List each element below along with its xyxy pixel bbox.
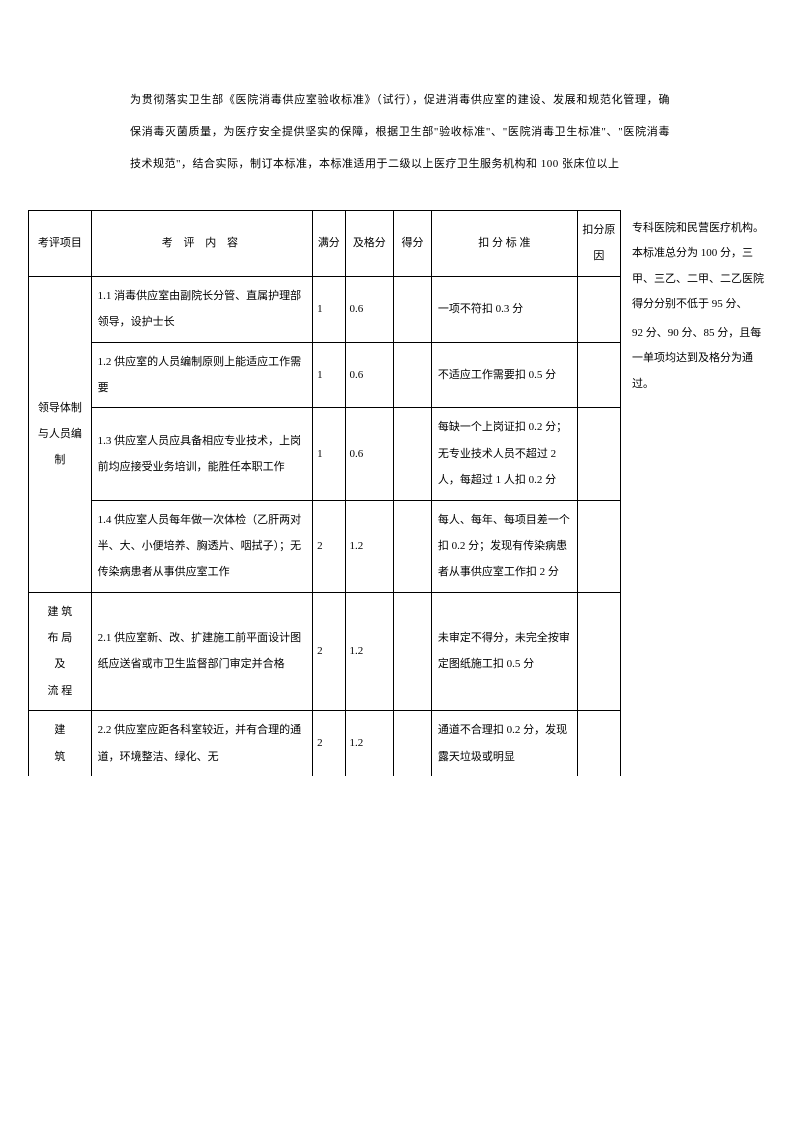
header-full-score: 满分 (313, 211, 345, 277)
cell-score (394, 342, 432, 408)
cell-pass: 0.6 (345, 276, 394, 342)
cell-content: 1.3 供应室人员应具备相应专业技术，上岗前均应接受业务培训，能胜任本职工作 (91, 408, 312, 500)
cell-pass: 0.6 (345, 342, 394, 408)
cell-reason (577, 711, 620, 776)
cell-deduct: 未审定不得分，未完全按审定图纸施工扣 0.5 分 (431, 592, 577, 711)
cell-full: 2 (313, 711, 345, 776)
cell-score (394, 500, 432, 592)
cell-reason (577, 408, 620, 500)
table-header-row: 考评项目 考 评 内 容 满分 及格分 得分 扣 分 标 准 扣分原因 (29, 211, 621, 277)
side-note: 专科医院和民营医疗机构。本标准总分为 100 分，三甲、三乙、二甲、二乙医院得分… (632, 216, 772, 401)
cell-deduct: 一项不符扣 0.3 分 (431, 276, 577, 342)
evaluation-table: 考评项目 考 评 内 容 满分 及格分 得分 扣 分 标 准 扣分原因 领导体制… (28, 210, 621, 776)
table-row: 领导体制与人员编制 1.1 消毒供应室由副院长分管、直属护理部领导，设护士长 1… (29, 276, 621, 342)
header-content: 考 评 内 容 (91, 211, 312, 277)
side-note-p1: 专科医院和民营医疗机构。本标准总分为 100 分，三甲、三乙、二甲、二乙医院得分… (632, 216, 772, 317)
intro-paragraph: 为贯彻落实卫生部《医院消毒供应室验收标准》（试行），促进消毒供应室的建设、发展和… (130, 85, 670, 181)
table-row: 建 筑 布 局 及 流 程 2.1 供应室新、改、扩建施工前平面设计图纸应送省或… (29, 592, 621, 711)
header-category: 考评项目 (29, 211, 92, 277)
cell-reason (577, 500, 620, 592)
cell-full: 1 (313, 342, 345, 408)
table-row: 1.4 供应室人员每年做一次体检（乙肝两对半、大、小便培养、胸透片、咽拭子）；无… (29, 500, 621, 592)
table-row: 建 筑 2.2 供应室应距各科室较近，并有合理的通道，环境整洁、绿化、无 2 1… (29, 711, 621, 776)
table-row: 1.3 供应室人员应具备相应专业技术，上岗前均应接受业务培训，能胜任本职工作 1… (29, 408, 621, 500)
header-deduction-criteria: 扣 分 标 准 (431, 211, 577, 277)
cell-reason (577, 342, 620, 408)
header-deduction-reason: 扣分原因 (577, 211, 620, 277)
category-architecture: 建 筑 布 局 及 流 程 (29, 592, 92, 711)
cell-content: 1.1 消毒供应室由副院长分管、直属护理部领导，设护士长 (91, 276, 312, 342)
cell-pass: 0.6 (345, 408, 394, 500)
cell-full: 2 (313, 500, 345, 592)
side-note-p2: 92 分、90 分、85 分，且每一单项均达到及格分为通过。 (632, 321, 772, 397)
cell-pass: 1.2 (345, 711, 394, 776)
cell-score (394, 592, 432, 711)
cell-pass: 1.2 (345, 592, 394, 711)
cell-full: 2 (313, 592, 345, 711)
cell-deduct: 每人、每年、每项目差一个扣 0.2 分；发现有传染病患者从事供应室工作扣 2 分 (431, 500, 577, 592)
cell-content: 2.2 供应室应距各科室较近，并有合理的通道，环境整洁、绿化、无 (91, 711, 312, 776)
cell-content: 2.1 供应室新、改、扩建施工前平面设计图纸应送省或市卫生监督部门审定并合格 (91, 592, 312, 711)
cell-pass: 1.2 (345, 500, 394, 592)
cell-deduct: 通道不合理扣 0.2 分，发现露天垃圾或明显 (431, 711, 577, 776)
cell-deduct: 每缺一个上岗证扣 0.2 分；无专业技术人员不超过 2 人，每超过 1 人扣 0… (431, 408, 577, 500)
cell-full: 1 (313, 408, 345, 500)
cell-content: 1.4 供应室人员每年做一次体检（乙肝两对半、大、小便培养、胸透片、咽拭子）；无… (91, 500, 312, 592)
table-row: 1.2 供应室的人员编制原则上能适应工作需要 1 0.6 不适应工作需要扣 0.… (29, 342, 621, 408)
cell-content: 1.2 供应室的人员编制原则上能适应工作需要 (91, 342, 312, 408)
cell-deduct: 不适应工作需要扣 0.5 分 (431, 342, 577, 408)
cell-full: 1 (313, 276, 345, 342)
cell-reason (577, 276, 620, 342)
header-score: 得分 (394, 211, 432, 277)
category-building: 建 筑 (29, 711, 92, 776)
evaluation-table-container: 考评项目 考 评 内 容 满分 及格分 得分 扣 分 标 准 扣分原因 领导体制… (28, 210, 621, 776)
header-pass-score: 及格分 (345, 211, 394, 277)
cell-score (394, 711, 432, 776)
cell-reason (577, 592, 620, 711)
category-leadership: 领导体制与人员编制 (29, 276, 92, 592)
cell-score (394, 276, 432, 342)
cell-score (394, 408, 432, 500)
